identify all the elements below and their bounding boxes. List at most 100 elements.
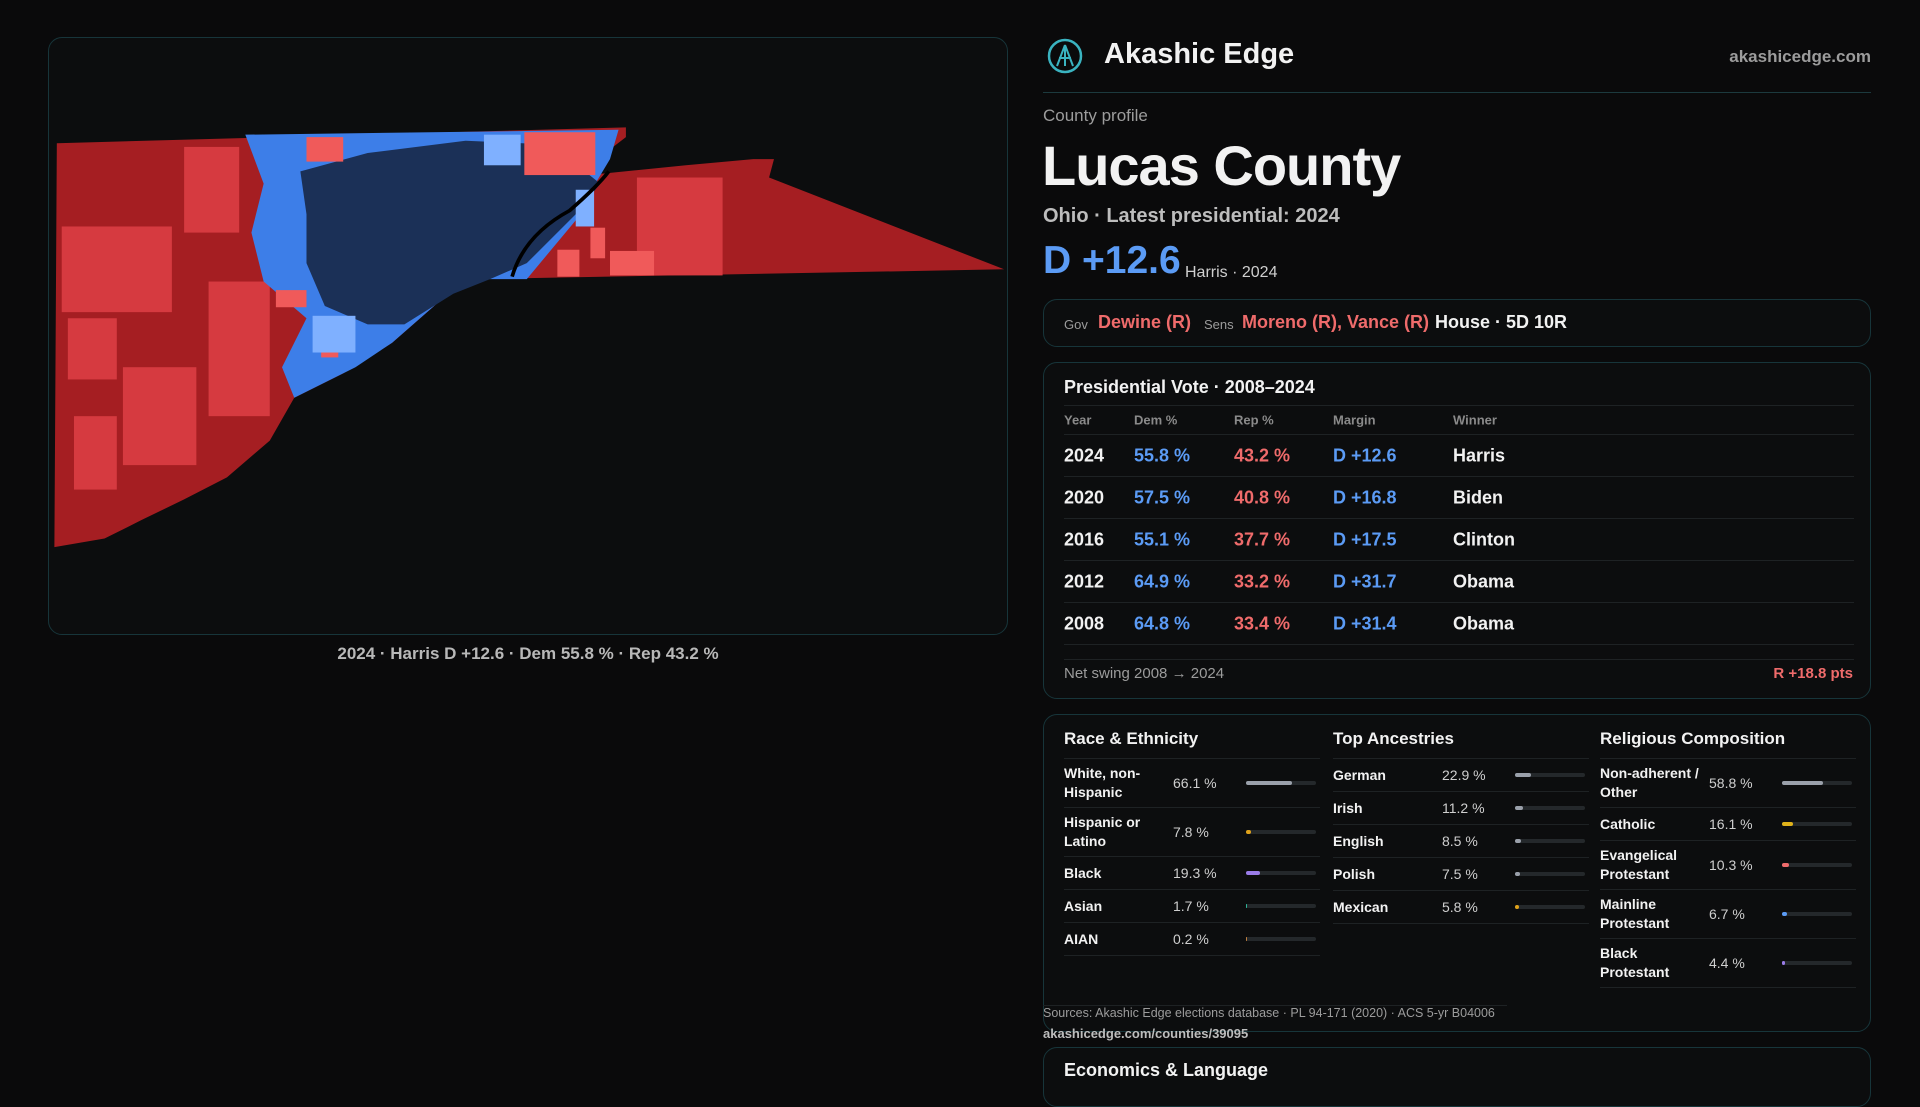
demographic-label: Mexican xyxy=(1333,898,1442,917)
bar xyxy=(1246,904,1247,908)
table-cell: D +31.4 xyxy=(1333,613,1397,634)
headline-margin: D +12.6 xyxy=(1043,239,1181,283)
presidential-panel: Presidential Vote · 2008–2024 Net swing … xyxy=(1043,362,1871,699)
divider xyxy=(1043,92,1871,93)
table-cell: 55.1 % xyxy=(1134,529,1190,550)
column-header: Rep % xyxy=(1234,413,1274,428)
bar-track xyxy=(1515,905,1585,909)
demographic-label: Evangelical Protestant xyxy=(1600,846,1709,884)
officials-panel: Gov Dewine (R) Sens Moreno (R), Vance (R… xyxy=(1043,299,1871,347)
table-cell: Clinton xyxy=(1453,529,1515,550)
bar-track xyxy=(1246,937,1316,941)
bar xyxy=(1246,830,1251,834)
bar-track xyxy=(1782,961,1852,965)
demographic-label: Asian xyxy=(1064,897,1173,916)
table-cell: 57.5 % xyxy=(1134,487,1190,508)
county-map xyxy=(49,38,1007,634)
page: 2024 · Harris D +12.6 · Dem 55.8 % · Rep… xyxy=(0,0,1920,1080)
table-cell: 64.8 % xyxy=(1134,613,1190,634)
column-header: Winner xyxy=(1453,413,1497,428)
subtitle: Ohio · Latest presidential: 2024 xyxy=(1043,205,1340,228)
bar xyxy=(1782,961,1785,965)
bar-track xyxy=(1246,781,1316,785)
section-title: Top Ancestries xyxy=(1333,729,1454,749)
bar xyxy=(1246,871,1260,875)
governor: Dewine (R) xyxy=(1098,312,1191,333)
bar-track xyxy=(1246,830,1316,834)
bar xyxy=(1515,905,1519,909)
table-cell: D +31.7 xyxy=(1333,571,1397,592)
demographic-value: 6.7 % xyxy=(1709,906,1782,922)
demographic-label: White, non-Hispanic xyxy=(1064,764,1173,802)
demographic-value: 19.3 % xyxy=(1173,865,1246,881)
bar xyxy=(1515,806,1523,810)
demographic-label: German xyxy=(1333,766,1442,785)
sens-label: Sens xyxy=(1204,317,1234,332)
table-cell: 64.9 % xyxy=(1134,571,1190,592)
margin-note: Harris · 2024 xyxy=(1185,264,1277,282)
column-header: Margin xyxy=(1333,413,1376,428)
demographic-value: 1.7 % xyxy=(1173,898,1246,914)
economics-panel: Economics & Language xyxy=(1043,1047,1871,1107)
bar xyxy=(1515,773,1531,777)
demographic-value: 7.8 % xyxy=(1173,824,1246,840)
section-title: Religious Composition xyxy=(1600,729,1785,749)
demographic-value: 58.8 % xyxy=(1709,775,1782,791)
bar-track xyxy=(1782,912,1852,916)
table-cell: 43.2 % xyxy=(1234,445,1290,466)
bar xyxy=(1782,863,1789,867)
demographic-label: English xyxy=(1333,832,1442,851)
bar xyxy=(1782,822,1793,826)
demographic-value: 16.1 % xyxy=(1709,816,1782,832)
brand: Akashic Edge xyxy=(1104,38,1294,71)
kicker: County profile xyxy=(1043,106,1148,126)
bar-track xyxy=(1515,806,1585,810)
map-caption: 2024 · Harris D +12.6 · Dem 55.8 % · Rep… xyxy=(48,644,1008,664)
table-cell: D +16.8 xyxy=(1333,487,1397,508)
demographic-label: Non-adherent / Other xyxy=(1600,764,1709,802)
demographic-value: 8.5 % xyxy=(1442,833,1515,849)
demographic-label: Black Protestant xyxy=(1600,944,1709,982)
demographic-value: 4.4 % xyxy=(1709,955,1782,971)
bar xyxy=(1515,872,1520,876)
source-link[interactable]: akashicedge.com/counties/39095 xyxy=(1043,1026,1248,1041)
table-cell: D +17.5 xyxy=(1333,529,1397,550)
table-cell: Obama xyxy=(1453,571,1514,592)
county-name: Lucas County xyxy=(1042,133,1400,198)
table-cell: 40.8 % xyxy=(1234,487,1290,508)
table-cell: D +12.6 xyxy=(1333,445,1397,466)
logo xyxy=(1046,37,1084,75)
demographic-label: Catholic xyxy=(1600,815,1709,834)
table-cell: 33.4 % xyxy=(1234,613,1290,634)
site-url[interactable]: akashicedge.com xyxy=(1729,47,1871,67)
demographic-label: Polish xyxy=(1333,865,1442,884)
column-header: Year xyxy=(1064,413,1091,428)
demographic-value: 66.1 % xyxy=(1173,775,1246,791)
bar-track xyxy=(1515,773,1585,777)
bar xyxy=(1515,839,1521,843)
table-cell: 2024 xyxy=(1064,445,1104,466)
bar-track xyxy=(1782,781,1852,785)
section-title: Presidential Vote · 2008–2024 xyxy=(1064,377,1315,398)
table-cell: Harris xyxy=(1453,445,1505,466)
table-cell: 2020 xyxy=(1064,487,1104,508)
bar-track xyxy=(1246,871,1316,875)
demographic-value: 10.3 % xyxy=(1709,857,1782,873)
demographic-label: Hispanic or Latino xyxy=(1064,813,1173,851)
